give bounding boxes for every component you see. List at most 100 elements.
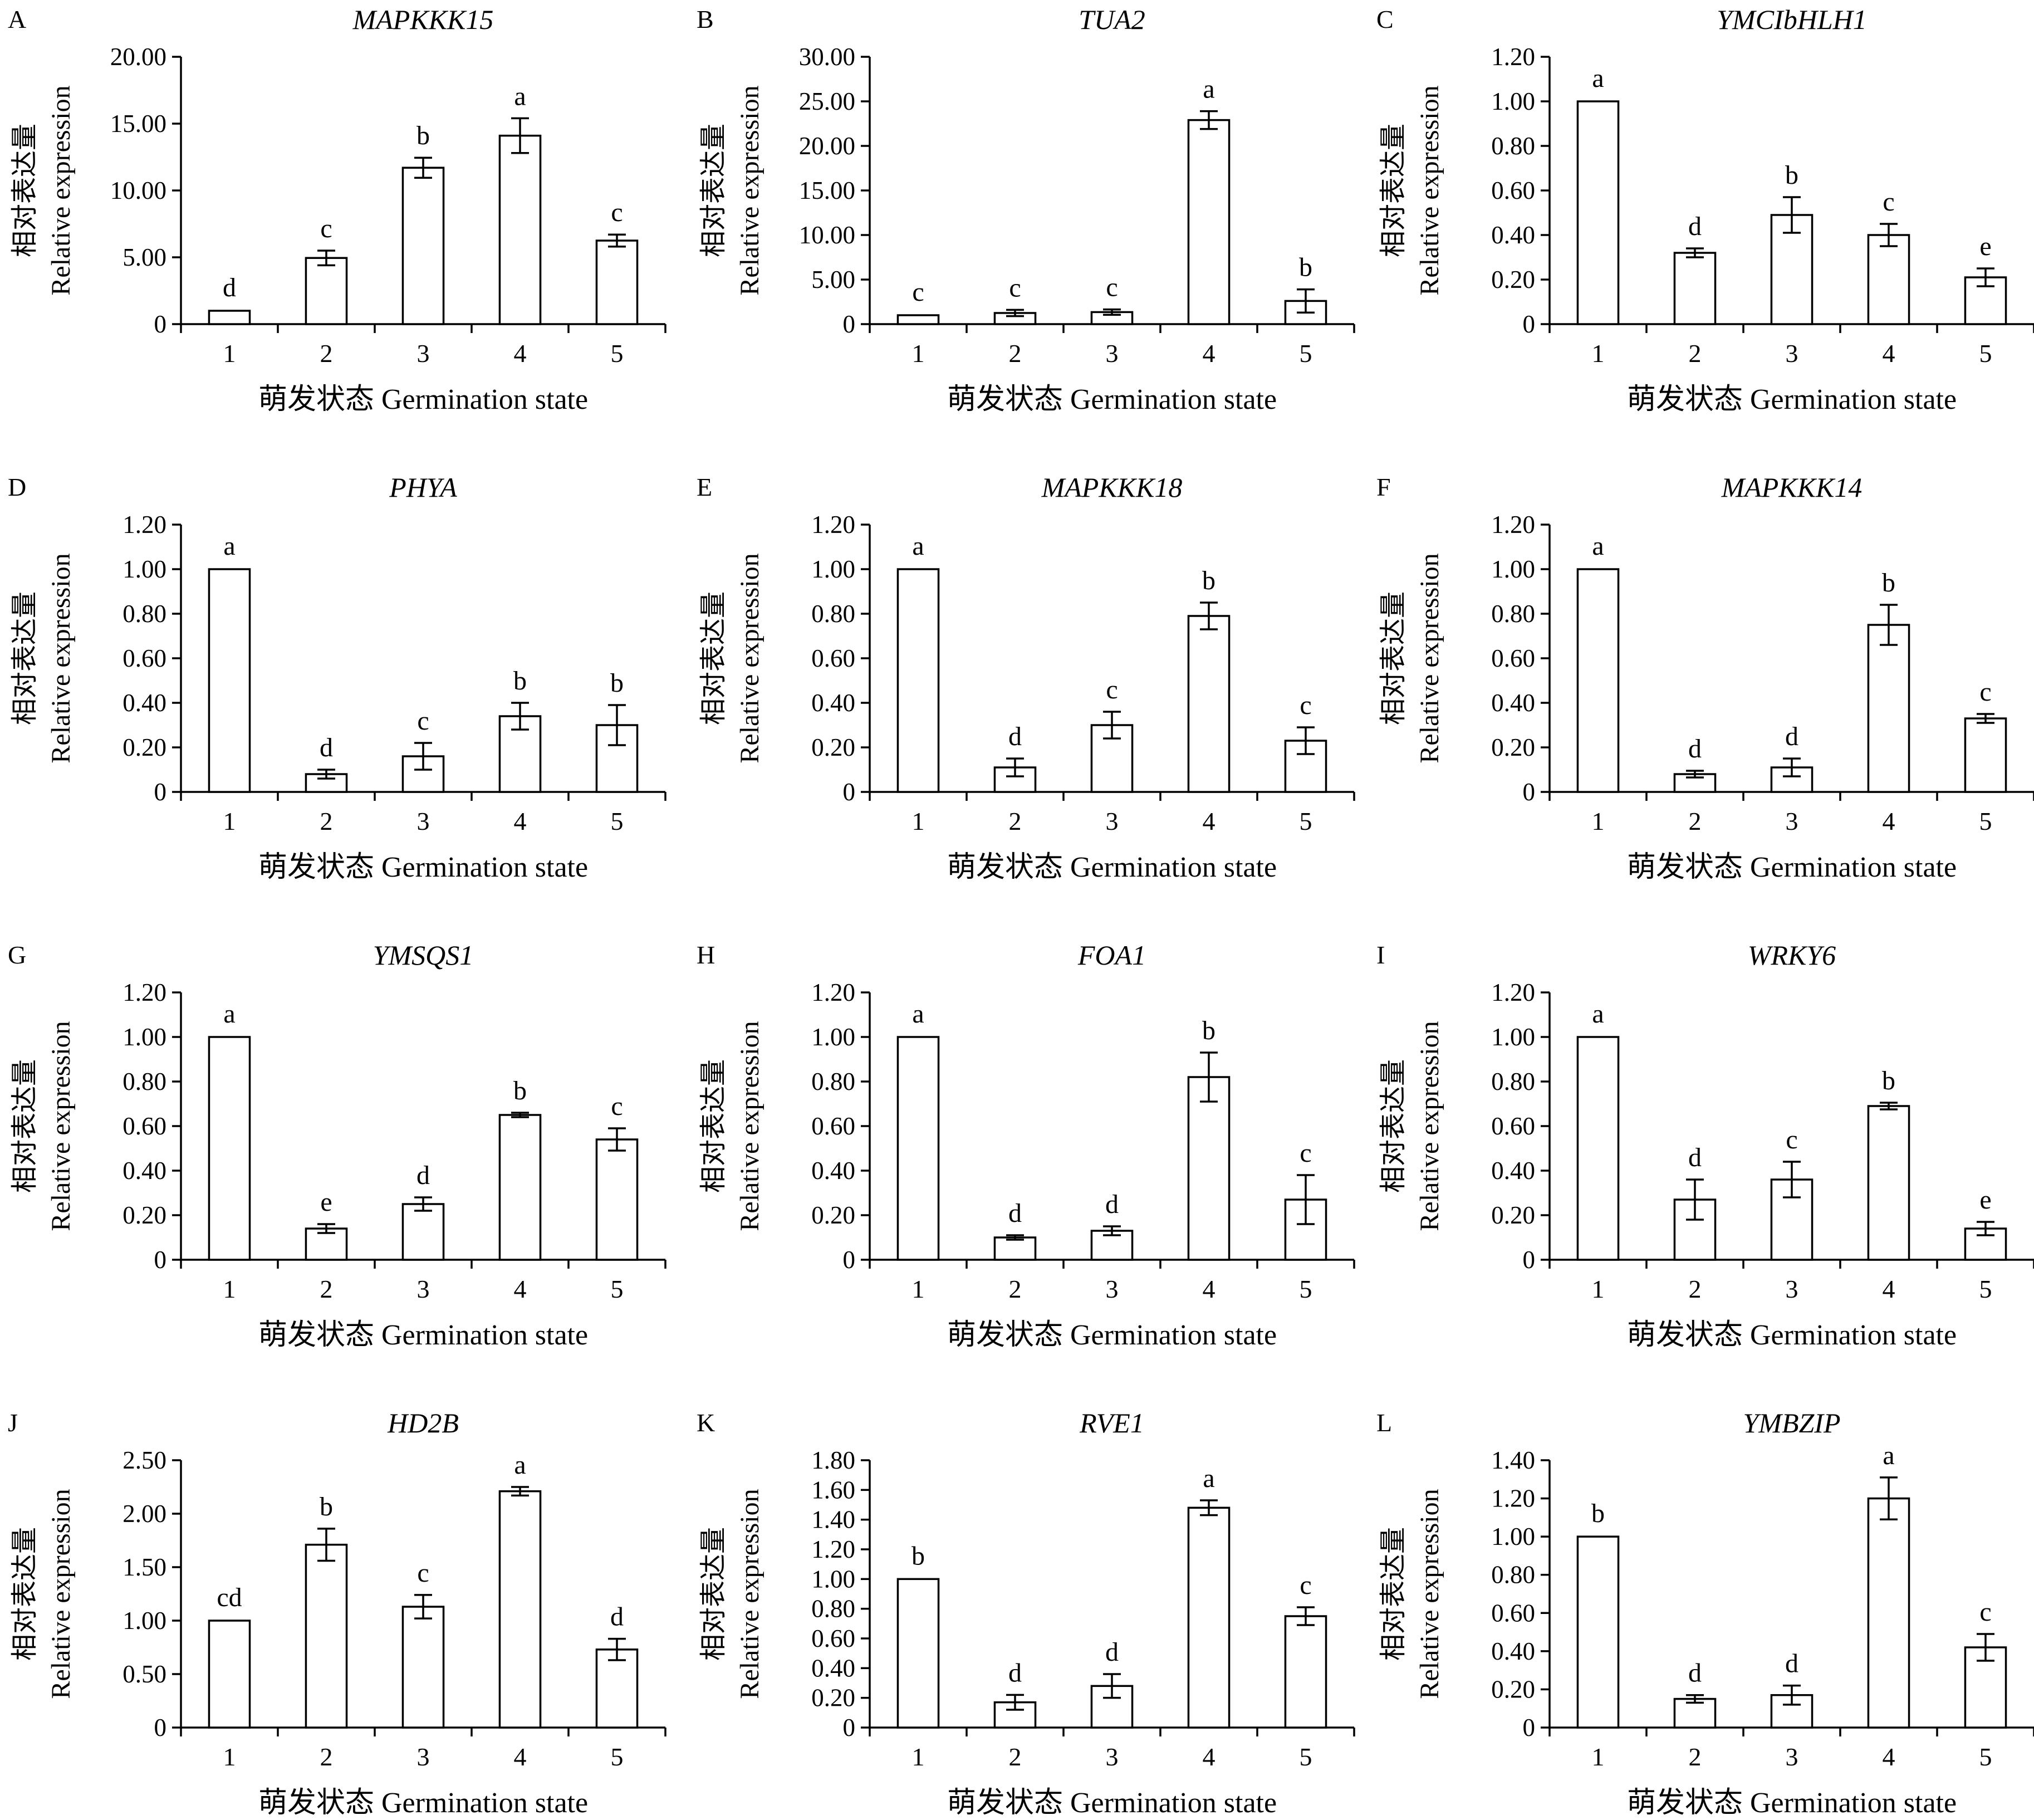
y-axis-label-en: Relative expression	[735, 553, 764, 763]
bar	[595, 239, 639, 325]
significance-label: b	[1202, 566, 1216, 595]
x-tick-label: 4	[514, 1743, 527, 1771]
y-tick-label: 0	[1523, 310, 1536, 338]
y-tick-label: 0.80	[811, 600, 855, 628]
y-tick-label: 1.60	[811, 1476, 855, 1504]
bar	[208, 1036, 251, 1261]
y-tick-label: 1.00	[1491, 1023, 1535, 1051]
y-tick-label: 0.20	[1491, 1675, 1535, 1703]
bar	[401, 1606, 445, 1729]
significance-label: c	[611, 1092, 623, 1121]
x-axis-label: 萌发状态 Germination state	[1627, 852, 1957, 883]
x-tick-label: 2	[1009, 339, 1022, 368]
y-tick-label: 0.80	[122, 1068, 166, 1095]
x-tick-label: 3	[1786, 1275, 1798, 1303]
significance-label: a	[1883, 1441, 1894, 1470]
bar	[1187, 1506, 1231, 1729]
y-tick-label: 2.50	[122, 1446, 166, 1474]
y-tick-label: 0	[843, 310, 856, 338]
x-tick-label: 4	[1883, 1743, 1895, 1771]
x-tick-label: 4	[514, 807, 527, 835]
panel-title: YMSQS1	[373, 940, 474, 971]
x-tick-label: 3	[1786, 339, 1798, 368]
significance-label: c	[1883, 187, 1894, 217]
bar	[498, 1490, 542, 1729]
bar	[305, 1227, 348, 1261]
bar	[1187, 615, 1231, 793]
significance-label: b	[911, 1541, 925, 1571]
significance-label: b	[320, 1492, 333, 1521]
bar	[1187, 1076, 1231, 1261]
y-tick-label: 0	[154, 1714, 167, 1741]
y-tick-label: 0.50	[122, 1660, 166, 1688]
x-tick-label: 2	[1689, 339, 1702, 368]
significance-label: d	[1008, 1198, 1022, 1228]
bar	[498, 134, 542, 325]
y-tick-label: 0.20	[1491, 733, 1535, 761]
y-axis-label-cn: 相对表达量	[10, 1527, 40, 1661]
y-tick-label: 0.60	[811, 1112, 855, 1140]
y-tick-label: 1.00	[1491, 1523, 1535, 1550]
y-tick-label: 0.20	[811, 733, 855, 761]
y-tick-label: 1.20	[811, 979, 855, 1006]
y-axis-label-en: Relative expression	[735, 1489, 764, 1699]
significance-label: c	[1979, 677, 1991, 707]
bar	[1576, 1535, 1620, 1729]
x-tick-label: 1	[1592, 807, 1605, 835]
bar	[1187, 119, 1231, 325]
panel-title: YMBZIP	[1743, 1407, 1841, 1439]
bar	[208, 568, 251, 793]
significance-label: a	[1592, 999, 1604, 1029]
x-tick-label: 2	[320, 807, 333, 835]
y-axis-label-cn: 相对表达量	[699, 591, 728, 725]
x-tick-label: 4	[1883, 339, 1895, 368]
significance-label: cd	[217, 1583, 242, 1612]
y-tick-label: 0.80	[1491, 1561, 1535, 1589]
y-tick-label: 0.20	[811, 1684, 855, 1712]
x-tick-label: 4	[1883, 807, 1895, 835]
significance-label: e	[1979, 232, 1991, 261]
y-tick-label: 1.00	[122, 555, 166, 583]
x-tick-label: 3	[1106, 1743, 1119, 1771]
x-tick-label: 2	[1689, 1275, 1702, 1303]
significance-label: d	[1008, 1658, 1022, 1687]
x-tick-label: 1	[223, 1743, 236, 1771]
x-tick-label: 2	[320, 339, 333, 368]
significance-label: b	[1591, 1499, 1605, 1528]
x-tick-label: 5	[1979, 1743, 1992, 1771]
chart-panel-c: C YMCIbHLH1 相对表达量 Relative expression 0 0.20 0…	[1376, 4, 2034, 415]
bar	[1867, 624, 1910, 793]
significance-label: a	[912, 999, 924, 1029]
y-tick-label: 10.00	[799, 221, 855, 249]
y-tick-label: 1.20	[811, 1535, 855, 1563]
panel-letter: K	[697, 1408, 715, 1437]
y-tick-label: 1.00	[811, 555, 855, 583]
y-tick-label: 0.40	[811, 1157, 855, 1185]
y-tick-label: 1.00	[811, 1565, 855, 1593]
significance-label: c	[1300, 1138, 1311, 1168]
x-tick-label: 2	[1009, 1743, 1022, 1771]
y-tick-label: 1.00	[122, 1607, 166, 1635]
panel-letter: J	[8, 1408, 18, 1437]
y-tick-label: 1.50	[122, 1553, 166, 1581]
significance-label: c	[1106, 273, 1118, 302]
bar	[896, 1036, 940, 1261]
y-tick-label: 20.00	[110, 43, 166, 71]
y-tick-label: 0	[1523, 778, 1536, 806]
bar	[1770, 766, 1814, 793]
x-tick-label: 2	[320, 1275, 333, 1303]
y-tick-label: 0.20	[122, 733, 166, 761]
panel-letter: D	[8, 473, 26, 501]
x-tick-label: 3	[417, 1743, 430, 1771]
x-tick-label: 5	[611, 807, 624, 835]
y-axis-label-en: Relative expression	[1415, 1021, 1444, 1231]
y-tick-label: 0.40	[811, 1654, 855, 1682]
y-tick-label: 0.60	[1491, 177, 1535, 204]
y-tick-label: 0	[154, 1246, 167, 1274]
panel-letter: C	[1376, 5, 1394, 33]
bar	[1284, 1615, 1327, 1729]
x-tick-label: 3	[417, 1275, 430, 1303]
bar	[595, 1138, 639, 1261]
bar	[1867, 1105, 1910, 1261]
